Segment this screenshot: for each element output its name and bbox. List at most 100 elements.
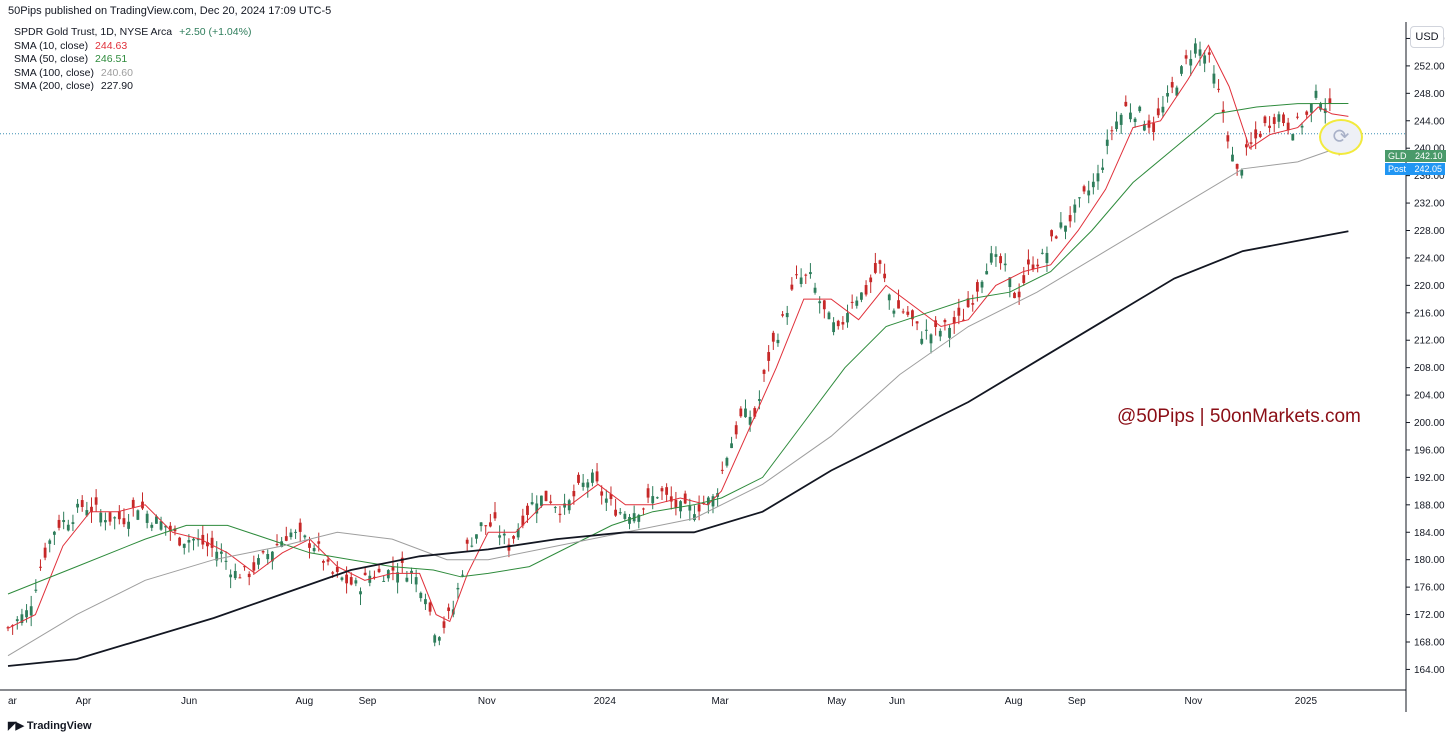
candle-body bbox=[90, 506, 93, 513]
price-chart[interactable]: 164.00 168.00 172.00 176.00 180.00 184.00 188.… bbox=[0, 22, 1456, 712]
candle-body bbox=[1003, 263, 1007, 266]
candle-body bbox=[43, 547, 47, 558]
candle-body bbox=[1050, 230, 1053, 237]
candle-body bbox=[155, 516, 158, 524]
candle-body bbox=[948, 327, 951, 338]
candle-body bbox=[62, 520, 66, 523]
y-tick-label: 168.00 bbox=[1414, 637, 1445, 648]
candle-body bbox=[1096, 173, 1100, 182]
candle-body bbox=[920, 338, 924, 344]
candle-body bbox=[646, 488, 650, 498]
refresh-button[interactable]: ⟳ bbox=[1319, 119, 1363, 155]
candle-body bbox=[335, 566, 339, 572]
candle-body bbox=[1193, 43, 1197, 54]
tradingview-logo[interactable]: ◤▶ TradingView bbox=[8, 719, 92, 733]
candle-body bbox=[215, 551, 219, 561]
candle-body bbox=[1309, 103, 1313, 113]
candle-body bbox=[757, 399, 761, 401]
candle-body bbox=[1240, 169, 1244, 176]
candle-body bbox=[428, 602, 432, 612]
candle-body bbox=[957, 307, 961, 316]
candle-body bbox=[753, 408, 757, 417]
candle-body bbox=[1045, 252, 1049, 264]
candle-body bbox=[71, 522, 75, 524]
candle-body bbox=[1129, 112, 1132, 120]
candle-body bbox=[841, 322, 845, 325]
y-tick-label: 220.00 bbox=[1414, 281, 1445, 292]
candle-body bbox=[85, 510, 89, 516]
candle-body bbox=[270, 551, 274, 562]
candle-body bbox=[488, 522, 492, 527]
candle-body bbox=[39, 566, 42, 568]
candle-body bbox=[1170, 82, 1174, 88]
x-tick-label: Nov bbox=[478, 696, 496, 707]
candle-body bbox=[252, 562, 256, 571]
tradingview-logo-icon: ◤▶ bbox=[8, 720, 24, 732]
candle-body bbox=[261, 551, 265, 553]
candle-body bbox=[201, 534, 205, 545]
candle-body bbox=[484, 525, 488, 527]
candle-body bbox=[674, 499, 678, 508]
candle-body bbox=[642, 508, 645, 510]
candle-body bbox=[136, 510, 140, 520]
candle-body bbox=[836, 320, 840, 327]
y-tick-label: 184.00 bbox=[1414, 528, 1445, 539]
y-tick-label: 164.00 bbox=[1414, 665, 1445, 676]
candle-body bbox=[1064, 225, 1067, 232]
candle-body bbox=[25, 610, 28, 618]
candle-body bbox=[804, 274, 808, 276]
candle-body bbox=[688, 506, 692, 511]
chart-frame[interactable]: 164.00 168.00 172.00 176.00 180.00 184.00 188.… bbox=[0, 22, 1456, 712]
candle-body bbox=[321, 560, 325, 563]
candle-body bbox=[994, 254, 998, 257]
candle-body bbox=[349, 577, 353, 585]
candle-body bbox=[29, 606, 33, 616]
candle-body bbox=[813, 287, 817, 293]
candle-body bbox=[419, 592, 423, 599]
candle-body bbox=[809, 272, 812, 275]
currency-button[interactable]: USD bbox=[1410, 26, 1444, 48]
candle-body bbox=[80, 500, 84, 507]
candle-body bbox=[549, 501, 553, 503]
candle-body bbox=[247, 573, 251, 578]
candle-body bbox=[1142, 124, 1146, 131]
candle-body bbox=[790, 284, 794, 290]
candle-body bbox=[943, 319, 947, 323]
y-tick-label: 192.00 bbox=[1414, 473, 1445, 484]
candle-body bbox=[1022, 275, 1026, 283]
candle-body bbox=[795, 274, 798, 276]
candle-body bbox=[572, 490, 576, 497]
candle-body bbox=[1263, 116, 1267, 124]
candle-body bbox=[475, 534, 478, 539]
candle-body bbox=[284, 536, 288, 541]
y-tick-label: 248.00 bbox=[1414, 89, 1445, 100]
candle-body bbox=[159, 521, 163, 530]
candle-body bbox=[586, 482, 590, 488]
candle-body bbox=[340, 577, 344, 580]
candle-body bbox=[883, 273, 887, 279]
candle-body bbox=[855, 300, 859, 306]
candle-body bbox=[498, 535, 502, 538]
x-tick-label: 2025 bbox=[1295, 696, 1318, 707]
candle-body bbox=[479, 522, 483, 527]
candle-body bbox=[113, 517, 117, 519]
candle-body bbox=[229, 574, 233, 578]
candle-body bbox=[818, 301, 822, 304]
candle-body bbox=[581, 482, 585, 487]
sma-line-2 bbox=[7, 143, 1349, 657]
candle-body bbox=[1110, 130, 1114, 132]
candle-body bbox=[1152, 123, 1156, 133]
refresh-icon: ⟳ bbox=[1332, 126, 1350, 148]
candle-body bbox=[280, 541, 284, 547]
candle-body bbox=[507, 544, 511, 551]
candle-body bbox=[748, 416, 752, 425]
candle-body bbox=[999, 256, 1002, 264]
candle-body bbox=[860, 292, 863, 300]
candle-body bbox=[526, 505, 529, 515]
candle-body bbox=[1073, 204, 1077, 213]
sma-line-1 bbox=[7, 103, 1349, 595]
candle-body bbox=[892, 310, 896, 314]
candle-body bbox=[224, 560, 228, 562]
candle-body bbox=[131, 499, 135, 508]
y-tick-label: 208.00 bbox=[1414, 363, 1445, 374]
